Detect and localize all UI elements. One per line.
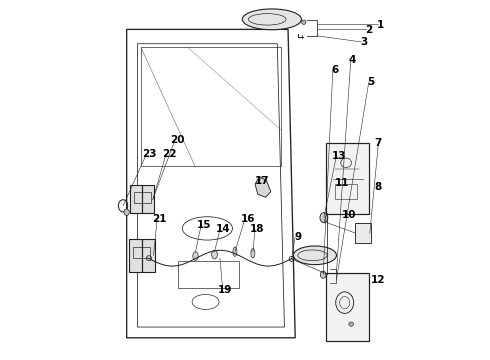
Text: 13: 13 bbox=[332, 150, 346, 161]
Text: 17: 17 bbox=[255, 176, 270, 186]
Ellipse shape bbox=[212, 250, 218, 259]
Text: 2: 2 bbox=[365, 25, 372, 35]
Text: 22: 22 bbox=[162, 149, 176, 159]
Text: 6: 6 bbox=[332, 64, 339, 75]
Ellipse shape bbox=[294, 246, 337, 265]
Ellipse shape bbox=[124, 209, 129, 216]
Text: 14: 14 bbox=[216, 225, 230, 234]
Text: 15: 15 bbox=[196, 220, 211, 230]
Ellipse shape bbox=[320, 271, 326, 278]
Text: 1: 1 bbox=[377, 20, 384, 30]
Text: 23: 23 bbox=[142, 149, 156, 159]
Text: 20: 20 bbox=[171, 135, 185, 145]
FancyBboxPatch shape bbox=[326, 273, 368, 341]
Text: 16: 16 bbox=[241, 214, 255, 224]
Text: 19: 19 bbox=[218, 285, 232, 296]
Ellipse shape bbox=[302, 20, 306, 24]
Text: 3: 3 bbox=[361, 37, 368, 47]
Text: 18: 18 bbox=[250, 225, 265, 234]
Text: 9: 9 bbox=[294, 232, 302, 242]
Text: 7: 7 bbox=[375, 139, 382, 148]
Text: 21: 21 bbox=[152, 214, 167, 224]
FancyBboxPatch shape bbox=[129, 239, 155, 272]
Ellipse shape bbox=[243, 9, 301, 30]
Ellipse shape bbox=[233, 247, 237, 256]
Text: 4: 4 bbox=[349, 55, 356, 65]
Ellipse shape bbox=[251, 248, 255, 258]
Polygon shape bbox=[255, 176, 271, 197]
Text: 11: 11 bbox=[335, 178, 350, 188]
Text: 12: 12 bbox=[371, 275, 386, 285]
FancyBboxPatch shape bbox=[355, 223, 370, 243]
Text: 8: 8 bbox=[375, 182, 382, 192]
Ellipse shape bbox=[349, 322, 353, 326]
Text: 10: 10 bbox=[342, 210, 356, 220]
Ellipse shape bbox=[320, 213, 328, 223]
Text: 5: 5 bbox=[368, 77, 375, 87]
FancyBboxPatch shape bbox=[326, 143, 368, 214]
FancyBboxPatch shape bbox=[130, 185, 154, 213]
Ellipse shape bbox=[193, 252, 198, 260]
